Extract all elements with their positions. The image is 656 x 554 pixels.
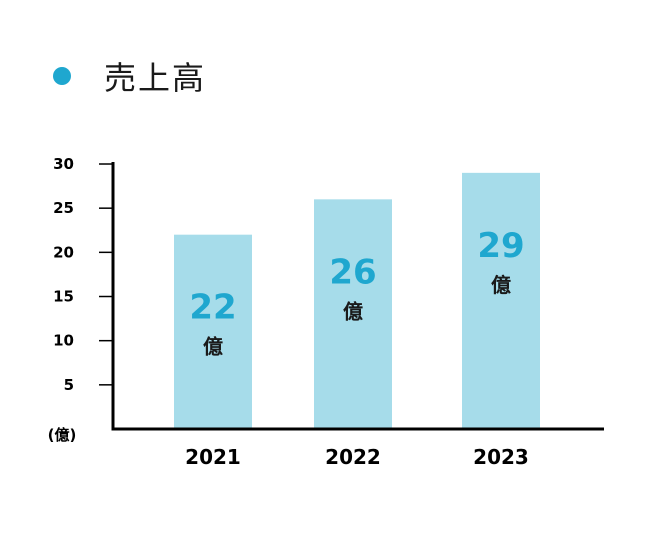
value-label-2021: 22 xyxy=(189,288,236,328)
x-tick-label-2022: 2022 xyxy=(325,445,381,469)
x-tick-label-2023: 2023 xyxy=(473,445,529,469)
y-tick-label-10: 10 xyxy=(53,332,74,350)
y-tick-label-5: 5 xyxy=(64,376,74,394)
bars-group: 22 億 2021 26 億 2022 29 億 2023 xyxy=(174,172,540,469)
x-tick-label-2021: 2021 xyxy=(185,445,241,469)
axes-group xyxy=(111,162,604,431)
y-tick-label-15: 15 xyxy=(53,288,74,306)
value-unit-2021: 億 xyxy=(203,335,223,359)
y-axis-ticks: 5 10 15 20 25 30 (億) xyxy=(48,155,113,444)
value-label-2023: 29 xyxy=(477,226,524,266)
title-bullet-icon xyxy=(53,67,71,85)
y-tick-label-30: 30 xyxy=(53,155,74,173)
chart-title: 売上高 xyxy=(104,59,206,97)
value-unit-2022: 億 xyxy=(343,299,363,323)
value-unit-2023: 億 xyxy=(491,273,511,297)
y-tick-label-20: 20 xyxy=(53,243,74,261)
bar-2022 xyxy=(314,199,392,429)
y-tick-label-25: 25 xyxy=(53,199,74,217)
y-axis-label: (億) xyxy=(48,426,77,444)
value-label-2022: 26 xyxy=(329,252,376,292)
bar-2021 xyxy=(174,234,252,429)
bar-2023 xyxy=(462,172,540,429)
